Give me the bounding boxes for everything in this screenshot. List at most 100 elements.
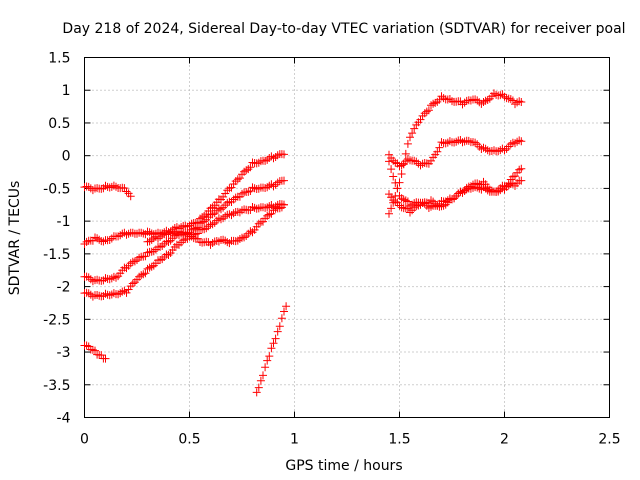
data-point bbox=[387, 165, 396, 174]
data-point bbox=[200, 225, 209, 234]
data-point bbox=[145, 237, 154, 246]
data-point bbox=[515, 136, 524, 145]
data-point bbox=[223, 238, 232, 247]
data-point bbox=[137, 228, 146, 237]
data-point bbox=[271, 334, 280, 343]
data-point bbox=[273, 327, 282, 336]
data-point bbox=[221, 189, 230, 198]
data-point bbox=[280, 150, 288, 159]
series-arc-k bbox=[385, 157, 526, 212]
y-tick-label: 1.5 bbox=[48, 51, 70, 67]
data-point bbox=[246, 187, 255, 195]
data-point bbox=[502, 182, 511, 191]
data-point bbox=[114, 290, 123, 299]
data-point bbox=[395, 162, 404, 171]
data-point bbox=[515, 165, 524, 174]
data-point bbox=[208, 210, 217, 219]
data-point bbox=[515, 97, 524, 106]
x-tick-labels: 0 0.5 1 1.5 2 2.5 bbox=[80, 432, 621, 448]
data-point bbox=[84, 273, 93, 282]
data-point bbox=[269, 154, 278, 163]
data-point bbox=[240, 167, 249, 176]
data-point bbox=[508, 138, 517, 147]
data-point bbox=[456, 187, 465, 196]
data-point bbox=[154, 234, 162, 243]
data-point bbox=[403, 197, 412, 206]
data-point bbox=[397, 161, 406, 170]
data-point bbox=[450, 138, 459, 147]
data-point bbox=[88, 236, 97, 245]
data-point bbox=[149, 247, 158, 256]
data-point bbox=[112, 273, 120, 282]
data-point bbox=[242, 166, 251, 175]
data-point bbox=[401, 196, 410, 205]
data-point bbox=[460, 137, 469, 146]
x-tick-label: 0.5 bbox=[178, 432, 200, 448]
data-point bbox=[259, 371, 267, 380]
grid bbox=[84, 57, 610, 418]
data-point bbox=[265, 352, 274, 361]
data-point bbox=[235, 208, 244, 217]
data-point bbox=[263, 211, 272, 220]
data-point bbox=[265, 210, 274, 219]
data-point bbox=[269, 182, 278, 191]
data-point bbox=[147, 262, 156, 271]
data-point bbox=[198, 218, 207, 227]
data-point bbox=[479, 143, 488, 152]
y-tick-label: -0.5 bbox=[43, 181, 70, 197]
data-point bbox=[391, 197, 400, 206]
data-point bbox=[273, 178, 282, 187]
data-point bbox=[109, 181, 118, 190]
data-point bbox=[406, 202, 414, 210]
data-point bbox=[504, 181, 513, 190]
data-point bbox=[187, 232, 196, 241]
data-point bbox=[206, 240, 215, 249]
data-point bbox=[168, 228, 177, 237]
data-point bbox=[101, 181, 110, 190]
data-point bbox=[389, 196, 398, 205]
data-point bbox=[88, 186, 97, 195]
data-point bbox=[238, 189, 246, 198]
series-arc-f bbox=[80, 341, 110, 363]
data-point bbox=[219, 214, 228, 223]
data-point bbox=[252, 159, 261, 168]
series-arc-g bbox=[252, 302, 291, 397]
data-point bbox=[410, 124, 419, 133]
x-axis-label: GPS time / hours bbox=[285, 458, 402, 474]
data-point bbox=[137, 271, 146, 280]
data-point bbox=[105, 291, 114, 300]
data-point bbox=[261, 156, 270, 165]
data-point bbox=[458, 138, 467, 147]
data-point bbox=[130, 257, 139, 266]
data-point bbox=[254, 219, 263, 228]
data-point bbox=[145, 263, 154, 272]
data-point bbox=[112, 182, 120, 191]
series-arc-c bbox=[80, 176, 288, 286]
data-point bbox=[156, 232, 165, 241]
data-point bbox=[256, 376, 265, 385]
data-point bbox=[162, 237, 171, 246]
data-point bbox=[259, 217, 267, 226]
data-point bbox=[177, 228, 186, 237]
data-point bbox=[454, 189, 463, 198]
data-point bbox=[135, 253, 144, 262]
data-point bbox=[462, 183, 471, 192]
data-point bbox=[397, 203, 406, 212]
data-point bbox=[280, 200, 288, 209]
data-point bbox=[219, 192, 228, 201]
data-point bbox=[275, 204, 284, 213]
data-point bbox=[204, 222, 213, 231]
data-point bbox=[118, 287, 127, 296]
data-point bbox=[143, 248, 152, 257]
data-point bbox=[473, 179, 482, 188]
data-point bbox=[517, 176, 526, 185]
data-point bbox=[485, 185, 494, 194]
data-point bbox=[128, 279, 137, 288]
series-arc-i bbox=[385, 136, 526, 171]
data-point bbox=[406, 133, 414, 142]
data-point bbox=[84, 182, 93, 191]
data-point bbox=[385, 209, 393, 218]
data-point bbox=[393, 184, 402, 193]
data-point bbox=[88, 292, 97, 301]
data-point bbox=[439, 94, 448, 103]
